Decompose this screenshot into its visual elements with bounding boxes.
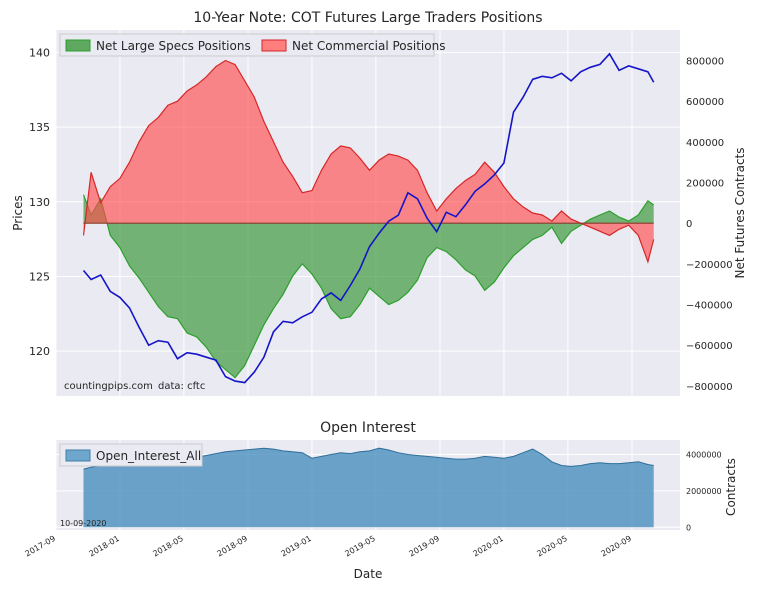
left-tick-label-4: 140: [29, 46, 50, 59]
x-tick-label-3: 2018-09: [216, 534, 249, 559]
bottom-legend-box: [59, 443, 203, 467]
top-legend-box: [59, 33, 435, 57]
top-right-ticks: −800000 −600000 −400000 −200000 0 200000 40000…: [686, 57, 733, 393]
legend-label-open-interest: Open_Interest_All: [96, 449, 201, 463]
legend-label-commercial: Net Commercial Positions: [292, 39, 445, 53]
left-tick-label-1: 125: [29, 270, 50, 283]
right-tick-label-3: −200000: [686, 260, 733, 271]
bottom-right-tick-label-2: 4000000: [686, 451, 722, 460]
x-tick-label-9: 2020-09: [600, 534, 633, 559]
top-position-areas: [82, 59, 655, 379]
right-tick-label-4: 0: [686, 219, 692, 230]
commercial-area: [83, 60, 654, 262]
top-price-line-group: [82, 52, 655, 384]
top-right-axis-label: Net Futures Contracts: [733, 147, 747, 278]
date-annotation: 10-09-2020: [60, 519, 107, 528]
open-interest-area: [83, 448, 654, 528]
right-tick-label-0: −800000: [686, 382, 733, 393]
bottom-right-ticks: 0 2000000 4000000: [686, 451, 722, 533]
right-tick-label-2: −400000: [686, 301, 733, 312]
legend-label-specs: Net Large Specs Positions: [96, 39, 251, 53]
top-left-axis-label: Prices: [11, 195, 25, 231]
x-tick-label-5: 2019-05: [343, 534, 376, 559]
left-tick-label-2: 130: [29, 196, 50, 209]
left-tick-label-0: 120: [29, 345, 50, 358]
bottom-chart-title: Open Interest: [320, 420, 416, 436]
x-tick-label-2: 2018-05: [151, 534, 184, 559]
left-tick-label-3: 135: [29, 121, 50, 134]
top-chart-title: 10-Year Note: COT Futures Large Traders …: [193, 10, 542, 26]
legend-swatch-open-interest: [65, 449, 91, 462]
right-tick-label-6: 400000: [686, 138, 724, 149]
source-annotation-data: data: cftc: [158, 381, 205, 392]
x-tick-label-0: 2017-09: [24, 534, 57, 559]
legend-swatch-specs: [65, 39, 91, 52]
bottom-x-axis-label: Date: [354, 567, 383, 581]
bottom-right-axis-label: Contracts: [724, 458, 738, 516]
x-tick-label-4: 2019-01: [279, 534, 312, 559]
specs-line: [82, 194, 655, 379]
source-annotation-site: countingpips.com: [64, 381, 153, 392]
x-tick-label-8: 2020-05: [535, 534, 568, 559]
x-tick-label-6: 2019-09: [408, 534, 441, 559]
commercial-line: [82, 59, 655, 264]
bottom-x-ticks: 2017-09 2018-01 2018-05 2018-09 2019-01 2019-…: [24, 534, 633, 559]
right-tick-label-7: 600000: [686, 97, 724, 108]
top-legend: Net Large Specs Positions Net Commercial…: [59, 33, 445, 57]
right-tick-label-8: 800000: [686, 57, 724, 68]
top-chart: 120 125 130 135 140 −800000 −600000 −400000 −20…: [11, 10, 747, 396]
x-tick-label-7: 2020-01: [471, 534, 504, 559]
right-tick-label-1: −600000: [686, 341, 733, 352]
price-line: [82, 52, 655, 384]
legend-swatch-commercial: [261, 39, 287, 52]
bottom-right-tick-label-0: 0: [686, 523, 691, 532]
bottom-right-tick-label-1: 2000000: [686, 487, 722, 496]
specs-area: [83, 194, 654, 378]
bottom-legend: Open_Interest_All: [59, 443, 203, 467]
x-tick-label-1: 2018-01: [87, 534, 120, 559]
top-left-ticks: 120 125 130 135 140: [29, 46, 50, 358]
right-tick-label-5: 200000: [686, 179, 724, 190]
